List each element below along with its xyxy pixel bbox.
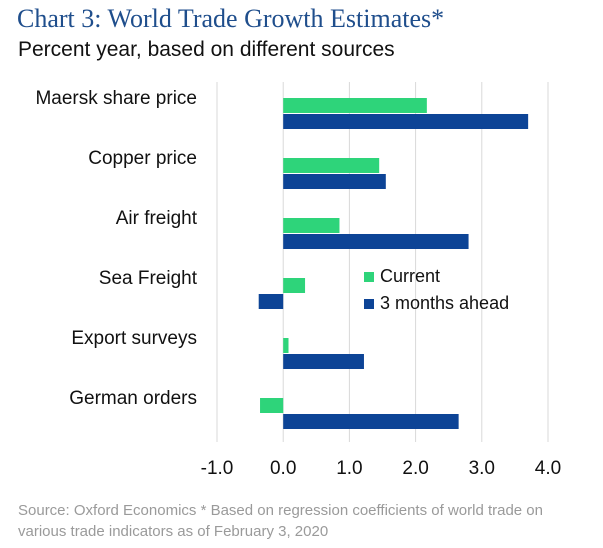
x-axis-ticks: -1.0 0.0 1.0 2.0 3.0 4.0: [201, 458, 562, 479]
category-label: Air freight: [116, 208, 198, 229]
bar-3-months-ahead-4: [283, 354, 364, 369]
legend-swatch-1: [364, 299, 374, 309]
bar-current-1: [283, 158, 380, 173]
bar-current-4: [283, 338, 289, 353]
legend-label-1: 3 months ahead: [380, 293, 509, 313]
bar-current-5: [260, 398, 284, 413]
category-label: German orders: [69, 388, 197, 409]
x-tick-label: 4.0: [535, 458, 561, 479]
bar-current-0: [283, 98, 427, 113]
legend-swatch-0: [364, 272, 374, 282]
bar-3-months-ahead-1: [283, 174, 386, 189]
bar-3-months-ahead-0: [283, 114, 529, 129]
legend-label-0: Current: [380, 266, 440, 286]
chart-title: Chart 3: World Trade Growth Estimates*: [17, 4, 445, 33]
source-note: Source: Oxford Economics * Based on regr…: [18, 502, 543, 540]
bar-current-2: [283, 218, 340, 233]
x-tick-label: 0.0: [270, 458, 296, 479]
category-labels: Maersk share price Copper price Air freigh…: [35, 88, 197, 409]
gridlines: [216, 82, 549, 442]
category-label: Sea Freight: [99, 268, 198, 289]
x-tick-label: 3.0: [469, 458, 495, 479]
x-tick-label: 2.0: [402, 458, 428, 479]
legend: Current 3 months ahead: [364, 266, 509, 313]
bars: [258, 98, 529, 429]
category-label: Copper price: [88, 148, 197, 169]
bar-3-months-ahead-2: [283, 234, 469, 249]
bar-current-3: [283, 278, 306, 293]
category-label: Maersk share price: [35, 88, 197, 109]
bar-3-months-ahead-5: [283, 414, 459, 429]
x-tick-label: -1.0: [201, 458, 234, 479]
chart-subtitle: Percent year, based on different sources: [18, 38, 395, 61]
bar-3-months-ahead-3: [258, 294, 284, 309]
x-tick-label: 1.0: [336, 458, 362, 479]
category-label: Export surveys: [71, 328, 197, 349]
